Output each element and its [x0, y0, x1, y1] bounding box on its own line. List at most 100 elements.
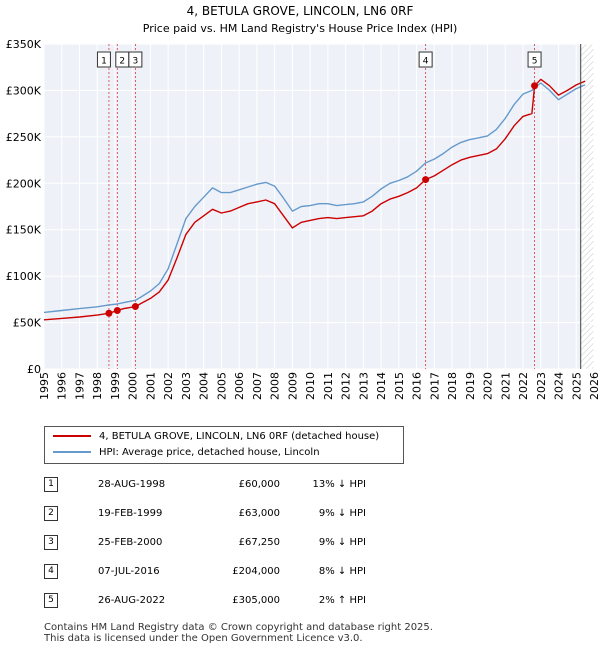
x-tick-label: 2024 [553, 372, 566, 400]
sale-number-box [128, 51, 143, 68]
forecast-region [580, 44, 594, 369]
sale-number-label: 3 [133, 57, 139, 67]
x-tick-label: 2017 [428, 372, 441, 400]
sale-number-label: 2 [119, 57, 125, 67]
x-tick-label: 2010 [304, 372, 317, 400]
x-tick-label: 2022 [517, 372, 530, 400]
x-tick-label: 1995 [38, 372, 51, 400]
transaction-hpi: 9% ↓ HPI [318, 537, 366, 548]
x-tick-label: 2012 [340, 372, 353, 400]
y-tick-label: £100K [6, 270, 42, 283]
y-tick-label: £200K [6, 177, 42, 190]
x-tick-label: 2000 [127, 372, 140, 400]
x-tick-label: 1998 [91, 372, 104, 400]
x-tick-label: 2015 [393, 372, 406, 400]
plot-area [44, 44, 594, 369]
legend-label-hpi: HPI: Average price, detached house, Linc… [99, 447, 320, 458]
x-tick-label: 2001 [144, 372, 157, 400]
sale-number-box [527, 51, 542, 68]
chart-subtitle: Price paid vs. HM Land Registry's House … [143, 22, 458, 35]
forecast-hatch [580, 312, 594, 327]
table-row: 5 26-AUG-2022 £305,000 2% ↑ HPI [44, 586, 366, 615]
transaction-date: 07-JUL-2016 [98, 566, 160, 577]
y-tick-label: £50K [13, 317, 42, 330]
x-tick-label: 2008 [269, 372, 282, 400]
x-tick-label: 2005 [215, 372, 228, 400]
x-tick-label: 2023 [535, 372, 548, 400]
transaction-number: 4 [44, 564, 58, 579]
transaction-price: £67,250 [238, 537, 280, 548]
transaction-date: 26-AUG-2022 [98, 595, 166, 606]
legend-line-property [53, 435, 91, 437]
sale-number-label: 1 [101, 57, 107, 67]
transaction-hpi: 13% ↓ HPI [312, 479, 366, 490]
table-row: 1 28-AUG-1998 £60,000 13% ↓ HPI [44, 470, 366, 499]
series-line [43, 82, 586, 314]
footer-copyright: Contains HM Land Registry data © Crown c… [44, 622, 433, 633]
table-row: 3 25-FEB-2000 £67,250 9% ↓ HPI [44, 528, 366, 557]
x-tick-label: 2004 [198, 372, 211, 400]
x-tick-label: 2026 [588, 372, 600, 400]
y-tick-label: £150K [6, 224, 42, 237]
sale-point [422, 176, 430, 184]
transaction-date: 19-FEB-1999 [98, 508, 163, 519]
x-tick-label: 2021 [499, 372, 512, 400]
x-tick-label: 2011 [322, 372, 335, 400]
transaction-number: 2 [44, 506, 58, 521]
x-tick-label: 2018 [446, 372, 459, 400]
x-tick-label: 2025 [570, 372, 583, 400]
y-tick-label: £0 [27, 363, 41, 376]
sale-number-label: 5 [532, 57, 538, 67]
footer-licence: This data is licensed under the Open Gov… [44, 633, 363, 644]
sale-point [531, 82, 539, 90]
sale-point [131, 303, 139, 311]
footer: Contains HM Land Registry data © Crown c… [44, 622, 433, 644]
x-tick-label: 2002 [162, 372, 175, 400]
forecast-hatch [580, 96, 594, 111]
sale-point [105, 309, 113, 317]
forecast-hatch [580, 198, 594, 213]
transaction-number: 3 [44, 535, 58, 550]
table-row: 4 07-JUL-2016 £204,000 8% ↓ HPI [44, 557, 366, 586]
x-tick-label: 2019 [464, 372, 477, 400]
legend-item-property: 4, BETULA GROVE, LINCOLN, LN6 0RF (detac… [53, 430, 379, 444]
transaction-date: 25-FEB-2000 [98, 537, 163, 548]
x-tick-label: 1999 [109, 372, 122, 400]
table-row: 2 19-FEB-1999 £63,000 9% ↓ HPI [44, 499, 366, 528]
transaction-hpi: 8% ↓ HPI [318, 566, 366, 577]
transaction-price: £305,000 [232, 595, 280, 606]
x-tick-label: 2003 [180, 372, 193, 400]
forecast-hatch [580, 204, 594, 219]
price-chart: 4, BETULA GROVE, LINCOLN, LN6 0RF Price … [6, 4, 600, 400]
forecast-hatch [580, 90, 594, 105]
y-tick-label: £350K [6, 38, 42, 51]
y-tick-label: £300K [6, 84, 42, 97]
transaction-price: £60,000 [238, 479, 280, 490]
transaction-price: £204,000 [232, 566, 280, 577]
x-tick-label: 2016 [411, 372, 424, 400]
sale-number-box [96, 51, 111, 68]
x-tick-label: 2014 [375, 372, 388, 400]
y-tick-label: £250K [6, 131, 42, 144]
sale-point [113, 307, 121, 314]
transaction-price: £63,000 [238, 508, 280, 519]
x-tick-label: 2006 [233, 372, 246, 400]
sale-number-box [418, 51, 433, 68]
chart-title: 4, BETULA GROVE, LINCOLN, LN6 0RF [187, 4, 414, 18]
legend-label-property: 4, BETULA GROVE, LINCOLN, LN6 0RF (detac… [99, 431, 380, 442]
forecast-hatch [580, 306, 594, 321]
x-tick-label: 1997 [73, 372, 86, 400]
chart-legend: 4, BETULA GROVE, LINCOLN, LN6 0RF (detac… [44, 426, 404, 464]
legend-item-hpi: HPI: Average price, detached house, Linc… [53, 446, 320, 460]
transaction-hpi: 9% ↓ HPI [318, 508, 366, 519]
legend-line-hpi [53, 451, 91, 453]
x-tick-label: 2013 [357, 372, 370, 400]
x-tick-label: 2009 [286, 372, 299, 400]
transaction-hpi: 2% ↑ HPI [318, 595, 366, 606]
transaction-date: 28-AUG-1998 [98, 479, 166, 490]
sale-number-label: 4 [423, 57, 429, 67]
transactions-table: 1 28-AUG-1998 £60,000 13% ↓ HPI 2 19-FEB… [44, 470, 366, 615]
transaction-number: 5 [44, 593, 58, 608]
series-line [43, 78, 586, 321]
x-tick-label: 1996 [56, 372, 69, 400]
